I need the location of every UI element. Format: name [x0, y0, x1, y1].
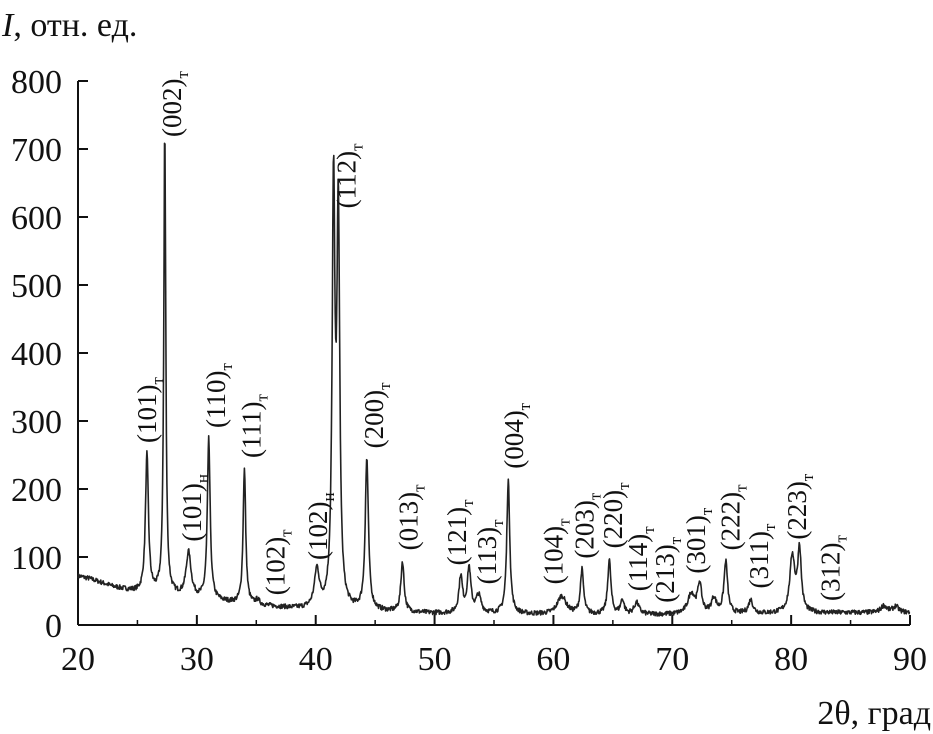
peak-label-phase: т — [458, 499, 477, 507]
x-tick-label: 50 — [418, 641, 452, 678]
peak-label-hkl: (002) — [157, 79, 187, 137]
peak-label-hkl: (312) — [815, 543, 845, 601]
peak-label: (213)т — [650, 536, 685, 602]
peak-label-hkl: (114) — [623, 534, 653, 591]
peak-label-phase: т — [798, 473, 817, 481]
peak-label: (102)н — [303, 492, 338, 560]
peak-label-phase: т — [409, 484, 428, 492]
x-tick-label: 30 — [180, 641, 214, 678]
peak-label: (004)т — [499, 402, 534, 468]
peak-label: (102)т — [260, 529, 295, 595]
peak-label-hkl: (311) — [744, 531, 774, 588]
peak-label-hkl: (222) — [716, 492, 746, 550]
peak-label-phase: т — [732, 484, 751, 492]
x-tick-label: 60 — [536, 641, 570, 678]
y-tick-label: 400 — [11, 336, 62, 373]
peak-label-phase: т — [375, 382, 394, 390]
peak-label: (112)т — [332, 143, 367, 208]
peak-label-phase: т — [831, 535, 850, 543]
peak-label: (113)т — [472, 519, 507, 584]
peak-label: (101)т — [132, 377, 167, 443]
peak-label-hkl: (301) — [681, 515, 711, 573]
peak-label: (111)т — [237, 394, 272, 458]
y-tick-label: 500 — [11, 268, 62, 305]
peak-label-hkl: (203) — [569, 500, 599, 558]
peak-label-phase: т — [515, 402, 534, 410]
peak-label-hkl: (102) — [303, 502, 333, 560]
peak-label: (200)т — [359, 382, 394, 448]
peak-label-hkl: (200) — [359, 390, 389, 448]
peak-label-hkl: (110) — [201, 371, 231, 428]
peak-label: (121)т — [442, 499, 477, 565]
peak-label-phase: т — [760, 523, 779, 531]
spectrum-line — [77, 142, 911, 617]
peak-label-phase: т — [253, 394, 272, 402]
peak-label-phase: т — [554, 518, 573, 526]
peak-label-phase: т — [173, 71, 192, 79]
peak-label-phase: т — [697, 507, 716, 515]
y-tick-label: 0 — [45, 608, 62, 645]
y-tick-label: 100 — [11, 540, 62, 577]
y-axis-label: I, отн. ед. — [1, 7, 137, 44]
peak-label-hkl: (102) — [260, 537, 290, 595]
x-tick-label: 90 — [893, 641, 927, 678]
peak-label-phase: т — [488, 519, 507, 527]
peak-label-phase: т — [639, 526, 658, 534]
peak-label: (223)т — [782, 473, 817, 539]
x-axis-label: 2θ, град — [817, 695, 931, 732]
peak-label: (114)т — [623, 526, 658, 591]
peak-label-phase: т — [217, 363, 236, 371]
peak-label: (101)н — [177, 474, 212, 542]
peak-label: (110)т — [201, 363, 236, 428]
x-tick-label: 70 — [655, 641, 689, 678]
peak-label: (220)т — [598, 482, 633, 548]
peak-label: (002)т — [157, 71, 192, 137]
peak-label-phase: т — [666, 536, 685, 544]
peak-label: (312)т — [815, 535, 850, 601]
peak-label-hkl: (213) — [650, 544, 680, 602]
peak-label-phase: н — [193, 474, 212, 483]
peak-label: (301)т — [681, 507, 716, 573]
peak-label-phase: т — [348, 143, 367, 151]
y-axis-label-symbol: I — [1, 7, 15, 44]
peak-label-hkl: (101) — [177, 483, 207, 541]
peak-label-hkl: (113) — [472, 527, 502, 584]
peak-label-hkl: (111) — [237, 402, 267, 458]
peak-label-hkl: (101) — [132, 385, 162, 443]
peak-label-phase: т — [585, 492, 604, 500]
x-tick-label: 40 — [299, 641, 333, 678]
x-tick-label: 20 — [61, 641, 95, 678]
y-axis-label-units: , отн. ед. — [13, 7, 137, 44]
peak-label-hkl: (223) — [782, 481, 812, 539]
y-tick-label: 300 — [11, 404, 62, 441]
peak-label-hkl: (220) — [598, 490, 628, 548]
peak-annotations: (101)т(002)т(101)н(110)т(111)т(102)т (102… — [132, 71, 851, 603]
peak-label-phase: т — [148, 377, 167, 385]
y-tick-label: 700 — [11, 132, 62, 169]
y-tick-label: 600 — [11, 200, 62, 237]
peak-label: (104)т — [538, 518, 573, 584]
axes: 20 30 40 50 60 70 80 90 0 100 200 300 400 500 600 700 80… — [11, 64, 927, 678]
peak-label-phase: т — [614, 482, 633, 490]
plot-area — [77, 142, 911, 617]
x-tick-label: 80 — [774, 641, 808, 678]
peak-label-hkl: (112) — [332, 151, 362, 208]
y-tick-label: 800 — [11, 64, 62, 101]
peak-label-hkl: (104) — [538, 526, 568, 584]
peak-label: (203)т — [569, 492, 604, 558]
peak-label: (222)т — [716, 484, 751, 550]
peak-label-hkl: (121) — [442, 507, 472, 565]
peak-label: (311)т — [744, 523, 779, 588]
y-tick-label: 200 — [11, 472, 62, 509]
peak-label-hkl: (004) — [499, 410, 529, 468]
peak-label: (013)т — [393, 484, 428, 550]
peak-label-hkl: (013) — [393, 492, 423, 550]
peak-label-phase: т — [276, 529, 295, 537]
peak-label-phase: н — [319, 492, 338, 501]
